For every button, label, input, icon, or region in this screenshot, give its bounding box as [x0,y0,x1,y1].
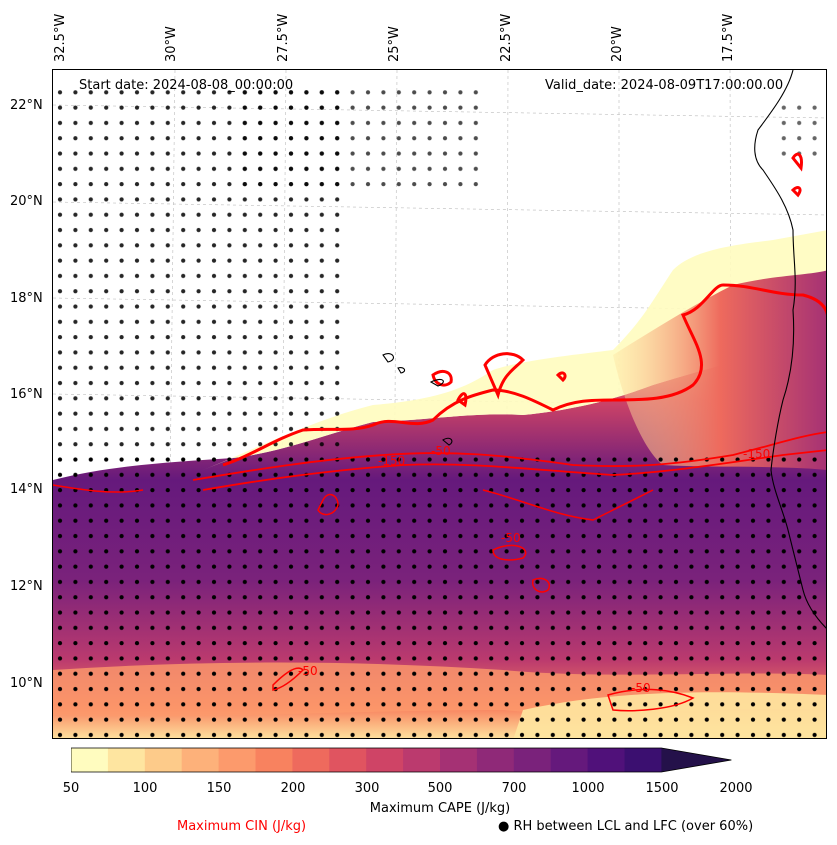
lon-label-22-5w: 22.5°W [499,13,514,62]
lon-label-25w: 25°W [387,26,402,62]
lon-label-27-5w: 27.5°W [276,13,291,62]
colorbar-segment [440,748,478,772]
cin-contour-inner-3 [53,484,654,521]
colorbar-segment [403,748,441,772]
colorbar-segment [181,748,220,772]
colorbar-tick: 700 [501,781,527,796]
lat-label-20n: 20°N [10,194,43,209]
colorbar-label: Maximum CAPE (J/kg) [369,801,511,816]
cin-contour-islands [431,152,803,408]
lon-label-17-5w: 17.5°W [721,13,736,62]
cin-contour-blob-2 [492,544,527,561]
lat-label-18n: 18°N [10,291,43,306]
colorbar-segment [476,748,515,772]
map-panel: -50 -150 -50 -50 -150 -50 [52,69,827,739]
rh-dots-south [53,450,826,738]
lat-label-16n: 16°N [10,387,43,402]
colorbar-segment [366,748,404,772]
colorbar-segment [218,748,256,772]
contour-label: -50 [501,531,521,545]
cape-shading-fringe [203,230,826,470]
colorbar-segment [587,748,625,772]
lon-label-30w: 30°W [164,26,179,62]
cin-contour-labels: -50 -150 -50 -50 -150 -50 [298,444,770,695]
coastline [382,70,826,629]
contour-label: -50 [431,444,451,458]
colorbar-tick: 150 [206,781,232,796]
contour-label: -50 [298,664,318,678]
lat-label-12n: 12°N [10,579,43,594]
colorbar-segment [71,748,109,772]
colorbar-tick: 500 [427,781,453,796]
cin-legend-label: Maximum CIN (J/kg) [177,819,307,834]
rh-legend-label: ● RH between LCL and LFC (over 60%) [498,819,754,834]
colorbar-tick: 50 [62,781,80,796]
lon-label-20w: 20°W [610,26,625,62]
cape-colorbar [71,747,732,773]
cin-contour-blob-4 [272,667,305,691]
colorbar-tick: 100 [132,781,158,796]
contour-label: -150 [378,454,405,468]
lat-label-14n: 14°N [10,482,43,497]
colorbar-segment [107,748,146,772]
colorbar-segment [550,748,589,772]
rh-dots-north-center [233,90,483,190]
colorbar-tick: 200 [280,781,306,796]
colorbar-tick: 1500 [645,781,679,796]
contour-label: -50 [631,681,651,695]
lat-label-22n: 22°N [10,98,43,113]
cin-contour-inner-1 [192,431,826,481]
colorbar-segment [513,748,552,772]
colorbar-segment [255,748,293,772]
colorbar-extend-arrow [661,748,732,772]
cin-contour-inner-2 [202,449,826,491]
colorbar-outline [71,747,732,773]
rh-dots-east-coast [773,100,826,160]
valid-date-label: Valid_date: 2024-08-09T17:00:00.00 [545,78,784,93]
cin-contour-blob-1 [317,493,339,516]
colorbar-segment [329,748,367,772]
colorbar-segment [624,748,662,772]
colorbar-tick: 2000 [719,781,753,796]
cape-map: -50 -150 -50 -50 -150 -50 [53,70,826,738]
start-date-label: Start date: 2024-08-08_00:00:00 [79,78,294,93]
contour-label: -150 [743,447,770,461]
cin-contour-main [222,283,826,467]
cin-contours [53,152,826,712]
cin-contour-blob-5 [607,688,695,712]
cin-contour-blob-3 [532,577,550,593]
cape-shading-east [613,270,826,470]
colorbar-segment [144,748,183,772]
colorbar-tick: 300 [354,781,380,796]
colorbar-tick: 1000 [571,781,605,796]
lat-label-10n: 10°N [10,676,43,691]
lon-label-32-5w: 32.5°W [53,13,68,62]
colorbar-segment [292,748,330,772]
